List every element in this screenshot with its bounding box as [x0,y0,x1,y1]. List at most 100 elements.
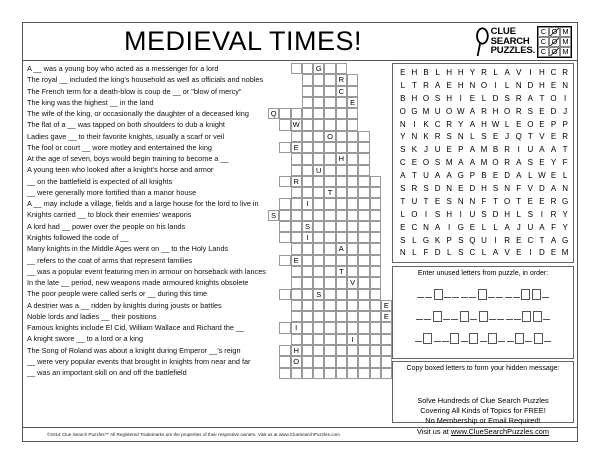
answer-cell[interactable] [335,187,347,199]
letter-blank[interactable] [497,319,505,320]
word-search-cell[interactable]: D [492,209,499,219]
letter-blank[interactable] [514,319,522,320]
answer-cell[interactable] [346,266,359,278]
word-search-cell[interactable]: A [446,171,452,181]
word-search-cell[interactable]: I [529,68,532,77]
answer-cell[interactable] [358,311,370,323]
word-search-cell[interactable]: V [527,184,533,194]
letter-blank[interactable] [542,297,550,298]
word-search-cell[interactable]: J [505,132,510,142]
word-search-cell[interactable]: D [469,184,476,194]
answer-cell[interactable] [301,187,314,199]
word-search-cell[interactable]: J [423,145,428,155]
word-search-cell[interactable]: E [411,158,418,168]
blank-row[interactable] [393,301,573,323]
word-search-cell[interactable]: W [491,119,500,129]
word-search-cell[interactable]: I [459,93,462,103]
word-search-cell[interactable]: E [550,171,557,181]
word-search-cell[interactable]: E [400,68,406,77]
answer-cell[interactable] [358,266,370,278]
answer-cell[interactable] [369,209,381,221]
answer-cell[interactable] [290,187,302,199]
answer-cell[interactable] [313,254,325,267]
answer-cell[interactable] [358,333,370,345]
letter-blank[interactable] [469,297,477,298]
answer-cell[interactable] [369,175,381,188]
answer-cell[interactable] [346,85,359,97]
word-search-cell[interactable]: E [516,235,522,245]
word-search-cell[interactable]: A [550,235,557,245]
answer-cell[interactable] [279,175,291,188]
word-search-cell[interactable]: O [527,119,534,129]
unused-letters-blanks[interactable] [393,279,573,345]
answer-cell[interactable] [358,299,370,312]
word-search-cell[interactable]: P [446,235,452,245]
boxed-letter-slot[interactable] [432,311,442,322]
word-search-cell[interactable]: Y [458,119,464,129]
word-search-cell[interactable]: A [469,106,476,116]
word-search-cell[interactable]: P [562,119,568,129]
word-search-cell[interactable]: E [492,171,499,181]
word-search-cell[interactable]: H [411,68,418,77]
word-search-cell[interactable]: B [481,171,487,181]
answer-cell[interactable] [335,108,347,120]
word-search-cell[interactable]: L [400,80,406,90]
word-search-cell[interactable]: U [469,209,476,219]
word-search-cell[interactable]: E [400,222,406,232]
word-search-cell[interactable]: E [550,132,557,142]
word-search-cell[interactable]: A [504,222,510,232]
letter-blank[interactable] [460,341,468,342]
word-search-cell[interactable]: N [399,119,406,129]
boxed-letter-slot[interactable] [521,289,531,300]
word-search-cell[interactable]: R [504,145,511,155]
word-search-cell[interactable]: P [550,119,557,129]
answer-cell[interactable] [279,209,291,221]
answer-cell[interactable] [324,164,336,176]
answer-cell[interactable] [301,141,314,154]
answer-cell-filled[interactable]: O [290,356,302,368]
answer-cell[interactable] [346,209,359,221]
word-search-cell[interactable]: R [550,196,557,206]
answer-cell[interactable] [324,96,336,109]
answer-cell[interactable] [369,356,381,368]
word-search-cell[interactable]: U [481,235,487,245]
answer-cell[interactable] [313,367,325,379]
word-search-cell[interactable]: H [446,68,453,77]
answer-cell[interactable] [313,198,325,210]
word-search-cell[interactable]: G [561,235,569,245]
boxed-letter-slot[interactable] [532,311,542,322]
promo-website-link[interactable]: www.ClueSearchPuzzles.com [450,426,550,436]
word-search-cell[interactable]: I [529,248,532,258]
answer-cell[interactable] [324,198,336,210]
word-search-cell[interactable]: N [423,222,429,232]
word-search-cell[interactable]: K [423,132,429,142]
answer-cell[interactable] [290,266,302,278]
word-search-cell[interactable]: L [481,93,487,103]
word-search-cell[interactable]: N [562,80,568,90]
answer-cell[interactable] [358,356,370,368]
answer-cell-filled[interactable]: S [268,209,280,221]
answer-cell[interactable] [290,367,302,379]
word-search-cell[interactable]: L [412,248,417,258]
answer-cell[interactable] [301,333,314,345]
answer-cell[interactable] [358,164,370,176]
answer-cell[interactable] [358,175,370,188]
word-search-cell[interactable]: F [423,248,429,258]
word-search-cell[interactable]: L [504,119,510,129]
answer-cell[interactable] [324,266,336,278]
answer-cell[interactable] [324,243,336,255]
word-search-cell[interactable]: T [411,80,417,90]
answer-cell[interactable] [290,198,302,210]
word-search-cell[interactable]: R [562,132,568,142]
answer-cell[interactable] [335,175,347,188]
word-search-cell[interactable]: D [527,80,534,90]
word-search-cell[interactable]: I [540,209,544,219]
answer-cell[interactable] [324,119,336,131]
word-search-cell[interactable]: O [422,93,430,103]
word-search-cell[interactable]: D [492,93,499,103]
answer-cell[interactable] [279,141,291,154]
answer-cell[interactable] [313,311,325,323]
word-search-cell[interactable]: L [504,80,510,90]
word-search-cell[interactable]: G [411,106,418,116]
